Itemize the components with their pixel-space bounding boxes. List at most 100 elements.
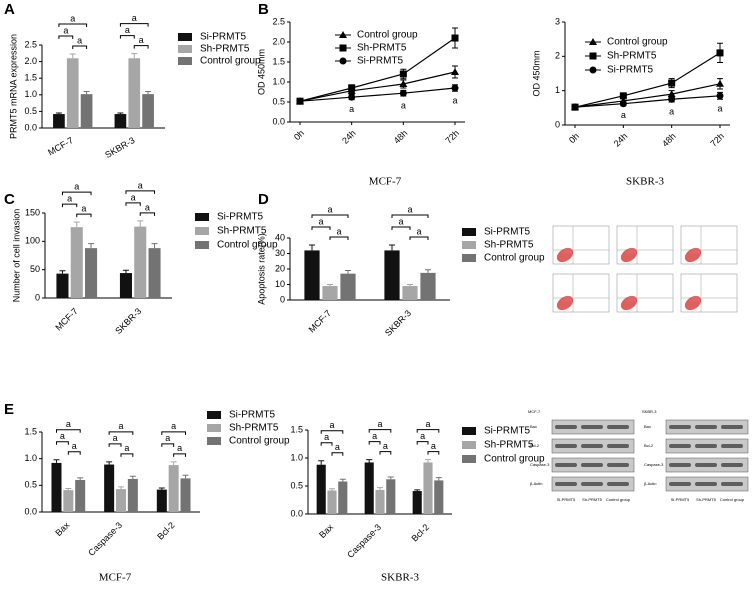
marker (619, 92, 627, 100)
legend-swatch (207, 411, 221, 419)
error-bar (327, 284, 333, 287)
bar (53, 114, 65, 128)
blot-band (695, 482, 717, 486)
y-tick-label: 0.0 (272, 116, 285, 126)
bar (104, 464, 115, 512)
significance-label: a (372, 431, 377, 441)
error-bar (182, 474, 189, 479)
significance-label: a (66, 419, 71, 429)
bar (327, 490, 337, 514)
marker (399, 70, 407, 78)
panel-label: D (258, 191, 269, 208)
error-bar (435, 477, 442, 481)
blot-row-label: Bax (644, 424, 651, 429)
significance-bracket (72, 45, 88, 49)
blot-row-label: Bcl-2 (530, 443, 540, 448)
marker (667, 90, 676, 98)
significance-label: a (131, 192, 136, 202)
legend-swatch (178, 57, 192, 65)
blot-column-label: Control group (606, 497, 631, 502)
significance-label: a (420, 431, 425, 441)
blot-band (669, 425, 691, 429)
significance-label: a (138, 180, 143, 190)
significance-label: a (329, 420, 334, 430)
bar (384, 250, 400, 300)
bar (375, 489, 385, 514)
error-bar (77, 477, 84, 480)
marker (668, 95, 676, 103)
flow-cluster (691, 296, 701, 302)
significance-bracket (311, 226, 331, 230)
blot-band (607, 482, 629, 486)
y-tick-label: 100 (25, 236, 40, 246)
bar (402, 286, 418, 300)
error-bar (137, 220, 144, 227)
panel-label: E (4, 401, 14, 418)
blot-row-label: β-Actin (530, 481, 543, 486)
marker (589, 38, 597, 45)
blot-band (695, 425, 717, 429)
bar (128, 58, 141, 128)
significance-bracket (125, 202, 141, 206)
significance-label: a (113, 433, 118, 443)
x-tick-label: 0h (567, 131, 581, 145)
x-tick-label: MCF-7 (307, 308, 334, 335)
bar (51, 462, 62, 512)
flow-cluster (627, 296, 637, 302)
significance-bracket (427, 451, 440, 455)
blot-column-label: Sh-PRMT5 (582, 497, 603, 502)
significance-bracket (76, 213, 92, 218)
significance-label: a (349, 104, 354, 114)
bar (168, 465, 179, 512)
y-tick-label: 1.5 (290, 424, 303, 434)
legend-label: Si-PRMT5 (607, 65, 654, 76)
error-bar (117, 112, 124, 115)
y-tick-label: 1.5 (24, 73, 37, 83)
y-tick-label: 0 (35, 292, 40, 302)
significance-label: a (72, 441, 77, 451)
error-bar (387, 476, 394, 480)
error-bar (106, 461, 113, 465)
x-tick-label: 48h (392, 128, 410, 146)
bar (115, 489, 127, 512)
blot-band (721, 425, 743, 429)
error-bar (170, 461, 177, 466)
blot-cell-label: MCF-7 (528, 409, 541, 414)
bar (340, 273, 356, 300)
significance-label: a (125, 25, 130, 35)
error-bar (151, 243, 158, 249)
significance-label: a (327, 204, 332, 214)
blot-band (721, 463, 743, 467)
blot-band (721, 444, 743, 448)
bar (364, 462, 374, 514)
significance-label: a (452, 96, 457, 106)
significance-label: a (621, 110, 626, 120)
marker (716, 49, 724, 57)
blot-band (581, 444, 603, 448)
significance-label: a (60, 431, 65, 441)
marker (589, 52, 597, 60)
blot-band (555, 425, 577, 429)
series-line (574, 95, 721, 108)
significance-bracket (320, 442, 333, 446)
significance-bracket (391, 214, 429, 218)
chart-title: SKBR-3 (626, 176, 664, 188)
y-tick-label: 0 (555, 119, 560, 129)
legend-label: Sh-PRMT5 (200, 44, 250, 55)
marker (296, 97, 304, 105)
bar (70, 227, 83, 298)
error-bar (158, 487, 165, 490)
x-tick-label: SKBR-3 (383, 308, 413, 338)
series-line (574, 83, 721, 108)
significance-label: a (398, 216, 403, 226)
blot-column-label: Sh-PRMT5 (696, 497, 717, 502)
significance-bracket (55, 441, 69, 445)
significance-bracket (61, 203, 78, 208)
blot-band (607, 425, 629, 429)
significance-bracket (161, 443, 175, 447)
legend-label: Sh-PRMT5 (357, 43, 407, 54)
error-bar (65, 488, 72, 491)
error-bar (53, 459, 60, 463)
legend-swatch (195, 227, 209, 235)
marker (716, 92, 724, 100)
